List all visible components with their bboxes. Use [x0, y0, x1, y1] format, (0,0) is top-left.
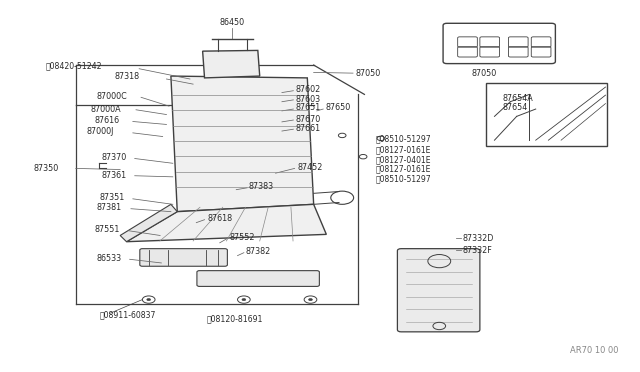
Text: 87616: 87616 — [95, 116, 120, 125]
Text: 87050: 87050 — [471, 69, 496, 78]
Text: 87370: 87370 — [101, 153, 126, 162]
Text: 87651: 87651 — [296, 103, 321, 112]
Text: 87603: 87603 — [296, 94, 321, 104]
Circle shape — [242, 298, 246, 301]
Text: 87381: 87381 — [97, 203, 122, 212]
Text: 87382: 87382 — [245, 247, 270, 256]
Text: 87654A: 87654A — [502, 94, 534, 103]
FancyBboxPatch shape — [397, 248, 480, 332]
Text: 87602: 87602 — [296, 86, 321, 94]
Text: 87351: 87351 — [99, 193, 124, 202]
Text: Ⓢ08420-51242: Ⓢ08420-51242 — [46, 61, 102, 70]
Text: 87654: 87654 — [502, 103, 528, 112]
Text: 87452: 87452 — [298, 163, 323, 172]
Text: 86450: 86450 — [220, 17, 245, 26]
Polygon shape — [120, 204, 177, 242]
Text: 87000A: 87000A — [90, 105, 121, 113]
Text: 87000C: 87000C — [97, 92, 127, 101]
Text: 87332F: 87332F — [463, 246, 493, 254]
Text: Ⓑ08127-0161E: Ⓑ08127-0161E — [376, 165, 431, 174]
Polygon shape — [203, 51, 260, 78]
Text: 87332D: 87332D — [463, 234, 494, 243]
Circle shape — [147, 298, 150, 301]
Text: 87670: 87670 — [296, 115, 321, 124]
Text: Ⓢ08510-51297: Ⓢ08510-51297 — [376, 174, 431, 183]
Text: Ⓝ08911-60837: Ⓝ08911-60837 — [99, 311, 156, 320]
Text: 87661: 87661 — [296, 124, 321, 132]
Text: AR70 10 00: AR70 10 00 — [570, 346, 618, 355]
Text: Ⓡ08127-0401E: Ⓡ08127-0401E — [376, 155, 431, 164]
Bar — [486, 83, 607, 147]
FancyBboxPatch shape — [197, 271, 319, 286]
Text: 87383: 87383 — [249, 182, 274, 191]
Text: 87618: 87618 — [207, 215, 232, 224]
Text: 87650: 87650 — [325, 103, 350, 112]
Text: 86533: 86533 — [97, 254, 122, 263]
Text: 87050: 87050 — [356, 69, 381, 78]
Polygon shape — [127, 204, 326, 242]
Text: 87000J: 87000J — [86, 127, 114, 136]
FancyBboxPatch shape — [140, 248, 227, 266]
Text: 87552: 87552 — [230, 233, 255, 242]
Text: 87350: 87350 — [33, 164, 58, 173]
Circle shape — [308, 298, 312, 301]
Polygon shape — [171, 76, 314, 212]
Text: Ⓑ08127-0161E: Ⓑ08127-0161E — [376, 145, 431, 155]
Text: Ⓢ08510-51297: Ⓢ08510-51297 — [376, 135, 431, 144]
Text: Ⓑ08120-81691: Ⓑ08120-81691 — [207, 314, 264, 323]
Text: 87361: 87361 — [101, 171, 126, 180]
Text: 87318: 87318 — [114, 72, 139, 81]
Text: 87551: 87551 — [95, 225, 120, 234]
